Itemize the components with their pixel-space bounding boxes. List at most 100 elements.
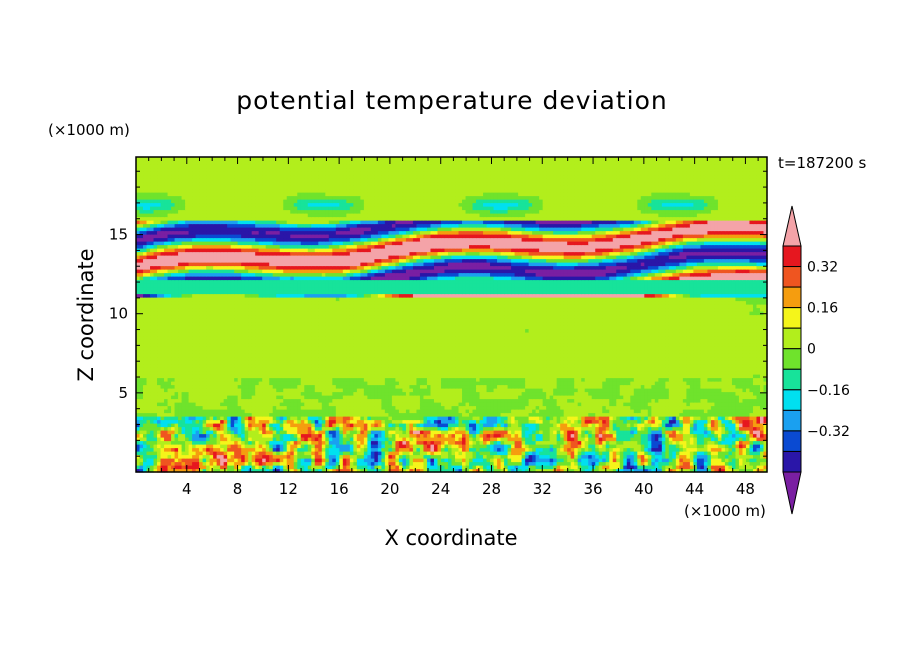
heatmap-cell	[707, 454, 712, 459]
heatmap-cell	[279, 409, 284, 414]
heatmap-cell	[300, 426, 305, 431]
heatmap-cell	[157, 454, 162, 459]
heatmap-cell	[374, 405, 379, 410]
heatmap-cell	[433, 440, 439, 445]
heatmap-cell	[339, 423, 344, 428]
heatmap-cell	[689, 440, 694, 445]
heatmap-cell	[220, 398, 225, 403]
heatmap-cell	[279, 461, 284, 466]
heatmap-cell	[556, 416, 561, 421]
heatmap-cell	[605, 381, 610, 386]
heatmap-cell	[528, 454, 533, 459]
heatmap-cell	[314, 412, 319, 417]
heatmap-cell	[598, 451, 603, 456]
heatmap-cell	[542, 465, 547, 470]
heatmap-cell	[742, 398, 747, 403]
heatmap-cell	[507, 391, 512, 396]
heatmap-cell	[493, 412, 498, 417]
heatmap-cell	[181, 405, 186, 410]
heatmap-cell	[598, 458, 603, 463]
heatmap-cell	[293, 440, 298, 445]
heatmap-cell	[455, 447, 460, 452]
heatmap-cell	[181, 433, 186, 438]
heatmap-cell	[756, 395, 761, 400]
heatmap-cell	[447, 374, 453, 379]
heatmap-cell	[419, 398, 425, 403]
heatmap-cell	[223, 426, 228, 431]
heatmap-cell	[514, 402, 519, 407]
heatmap-cell	[412, 440, 418, 445]
heatmap-cell	[356, 440, 361, 445]
heatmap-cell	[349, 374, 354, 379]
heatmap-cell	[500, 391, 505, 396]
heatmap-cell	[756, 412, 761, 417]
heatmap-cell	[738, 381, 744, 386]
heatmap-cell	[749, 433, 754, 438]
heatmap-cell	[535, 458, 540, 463]
heatmap-cell	[216, 391, 221, 396]
heatmap-cell	[731, 405, 737, 410]
heatmap-cell	[423, 395, 428, 400]
heatmap-cell	[605, 440, 610, 445]
heatmap-cell	[136, 405, 141, 410]
heatmap-cell	[654, 419, 659, 424]
heatmap-cell	[567, 398, 572, 403]
heatmap-cell	[668, 465, 673, 470]
heatmap-cell	[623, 384, 628, 389]
heatmap-cell	[560, 405, 565, 410]
heatmap-cell	[521, 398, 526, 403]
heatmap-cell	[763, 391, 768, 396]
heatmap-cell	[479, 451, 484, 456]
heatmap-cell	[661, 437, 666, 442]
heatmap-cell	[391, 423, 397, 428]
heatmap-cell	[297, 398, 302, 403]
heatmap-cell	[272, 440, 277, 445]
heatmap-cell	[293, 426, 298, 431]
heatmap-cell	[584, 447, 589, 452]
heatmap-cell	[731, 440, 737, 445]
heatmap-cell	[419, 433, 425, 438]
heatmap-cell	[535, 398, 540, 403]
heatmap-cell	[367, 388, 372, 393]
heatmap-cell	[419, 461, 425, 466]
heatmap-cell	[472, 430, 477, 435]
heatmap-cell	[269, 444, 274, 449]
heatmap-cell	[440, 426, 446, 431]
heatmap-cell	[686, 437, 691, 442]
heatmap-cell	[612, 395, 617, 400]
heatmap-cell	[290, 374, 295, 379]
heatmap-cell	[651, 409, 656, 414]
heatmap-cell	[717, 444, 723, 449]
heatmap-cell	[195, 451, 200, 456]
heatmap-cell	[146, 447, 151, 452]
heatmap-cell	[595, 454, 600, 459]
heatmap-cell	[290, 391, 295, 396]
heatmap-cell	[665, 416, 670, 421]
heatmap-cell	[591, 374, 596, 379]
heatmap-cell	[609, 423, 614, 428]
heatmap-cell	[514, 412, 519, 417]
heatmap-cell	[185, 409, 190, 414]
heatmap-cell	[251, 433, 256, 438]
heatmap-cell	[353, 398, 358, 403]
heatmap-cell	[507, 412, 512, 417]
heatmap-cell	[202, 384, 207, 389]
heatmap-cell	[447, 458, 453, 463]
heatmap-cell	[209, 461, 214, 466]
heatmap-cell	[321, 391, 326, 396]
heatmap-cell	[577, 416, 582, 421]
heatmap-cell	[146, 374, 151, 379]
heatmap-cell	[462, 465, 467, 470]
heatmap-cell	[402, 388, 407, 393]
heatmap-cell	[325, 440, 330, 445]
heatmap-cell	[661, 458, 666, 463]
heatmap-cell	[216, 398, 221, 403]
heatmap-cell	[567, 437, 572, 442]
heatmap-cell	[567, 468, 572, 473]
heatmap-cell	[304, 451, 309, 456]
heatmap-cell	[710, 381, 716, 386]
heatmap-cell	[609, 416, 614, 421]
heatmap-cell	[279, 381, 284, 386]
heatmap-cell	[539, 451, 544, 456]
heatmap-cell	[255, 444, 260, 449]
